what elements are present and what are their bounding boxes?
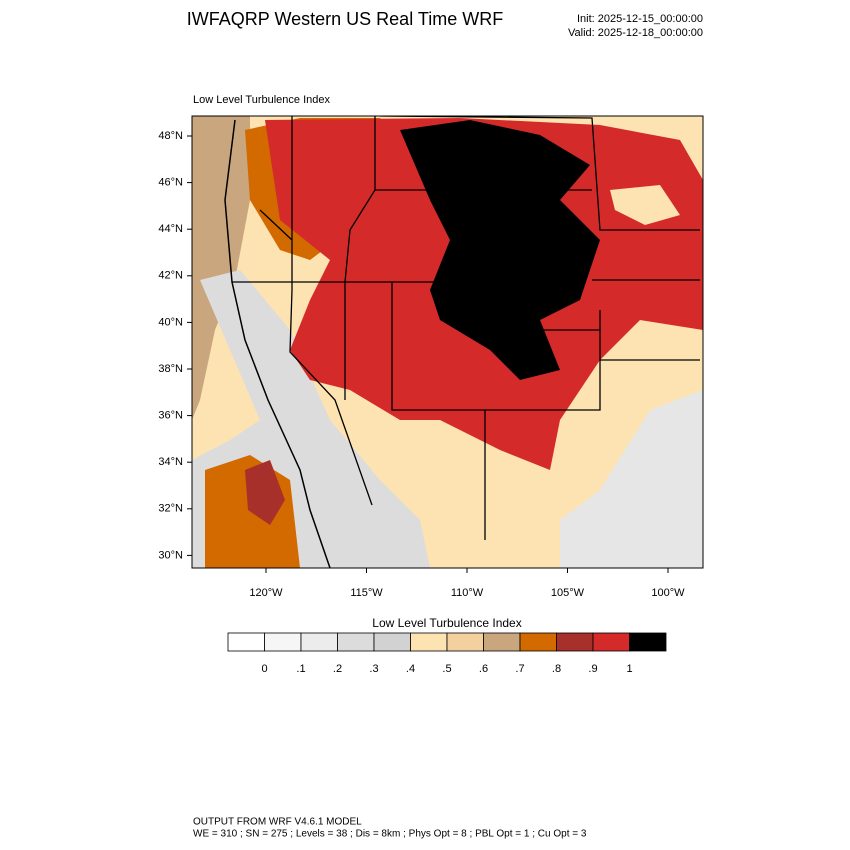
field-tan bbox=[192, 116, 250, 420]
colorbar-label: .2 bbox=[333, 663, 342, 675]
colorbar-box bbox=[483, 632, 521, 652]
colorbar-box bbox=[337, 632, 375, 652]
map-frame bbox=[191, 115, 704, 569]
colorbar-label: .6 bbox=[479, 663, 488, 675]
lat-label: 42°N bbox=[158, 270, 183, 282]
map-field bbox=[192, 116, 703, 568]
map-subtitle: Low Level Turbulence Index bbox=[193, 94, 330, 106]
colorbar-label: 1 bbox=[626, 663, 632, 675]
lon-label: 100°W bbox=[651, 587, 685, 599]
title: IWFAQRP Western US Real Time WRF bbox=[187, 9, 503, 29]
colorbar-box bbox=[629, 632, 667, 652]
lat-label: 32°N bbox=[158, 503, 183, 515]
colorbar-label: .8 bbox=[552, 663, 561, 675]
lon-label: 105°W bbox=[551, 587, 585, 599]
lat-label: 30°N bbox=[158, 549, 183, 561]
colorbar-box bbox=[227, 632, 265, 652]
lat-label: 48°N bbox=[158, 130, 183, 142]
lon-label: 110°W bbox=[451, 587, 484, 599]
colorbar-label: .1 bbox=[296, 663, 305, 675]
colorbar-label: .9 bbox=[588, 663, 597, 675]
field-black bbox=[400, 120, 600, 380]
lat-label: 46°N bbox=[158, 177, 183, 189]
lat-label: 40°N bbox=[158, 316, 183, 328]
colorbar-box bbox=[446, 632, 484, 652]
field-light-ne bbox=[610, 185, 680, 225]
colorbar-label: .4 bbox=[406, 663, 415, 675]
colorbar-label: .7 bbox=[515, 663, 524, 675]
map-axes: 48°N 46°N 44°N 42°N 40°N 38°N 36°N 34°N 32°N 30°N… bbox=[158, 130, 685, 599]
colorbar-box bbox=[519, 632, 557, 652]
colorbar-title: Low Level Turbulence Index bbox=[372, 616, 521, 630]
lon-label: 120°W bbox=[249, 587, 283, 599]
state-borders bbox=[232, 116, 700, 540]
field-darkred-sw bbox=[245, 460, 285, 525]
init-time: Init: 2025-12-15_00:00:00 bbox=[577, 13, 703, 25]
colorbar: 0 .1 .2 .3 .4 .5 .6 .7 .8 .9 1 bbox=[227, 632, 667, 675]
footer-line2: WE = 310 ; SN = 275 ; Levels = 38 ; Dis … bbox=[193, 829, 587, 840]
colorbar-label: 0 bbox=[261, 663, 267, 675]
lat-label: 44°N bbox=[158, 223, 183, 235]
valid-time: Valid: 2025-12-18_00:00:00 bbox=[568, 27, 703, 39]
field-gray-se bbox=[560, 390, 703, 568]
colorbar-label: .5 bbox=[442, 663, 451, 675]
lat-label: 38°N bbox=[158, 363, 183, 375]
colorbar-box bbox=[300, 632, 338, 652]
colorbar-box bbox=[556, 632, 594, 652]
colorbar-box bbox=[373, 632, 411, 652]
lat-label: 36°N bbox=[158, 410, 183, 422]
colorbar-box bbox=[410, 632, 448, 652]
lon-label: 115°W bbox=[350, 587, 383, 599]
colorbar-box bbox=[264, 632, 302, 652]
lat-label: 34°N bbox=[158, 456, 183, 468]
colorbar-label: .3 bbox=[369, 663, 378, 675]
footer-line1: OUTPUT FROM WRF V4.6.1 MODEL bbox=[193, 817, 362, 828]
colorbar-box bbox=[592, 632, 630, 652]
coastline bbox=[224, 119, 331, 568]
